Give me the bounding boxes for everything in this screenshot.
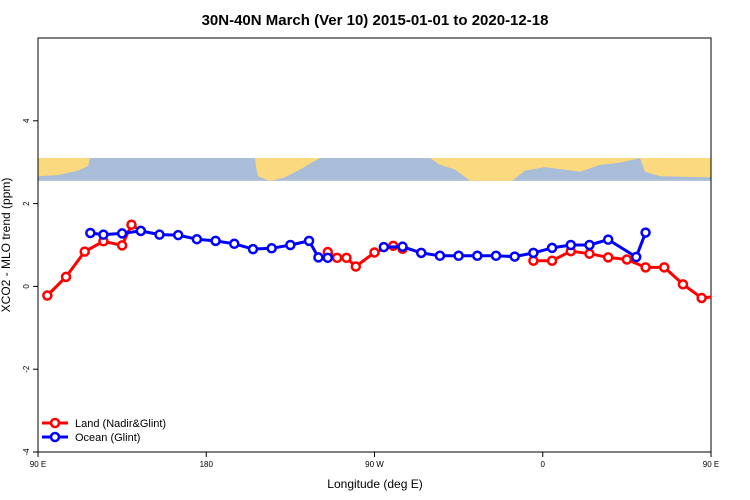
data-point	[154, 229, 165, 240]
data-point	[172, 229, 184, 241]
data-point	[735, 273, 743, 281]
data-point	[247, 243, 259, 255]
x-tick-label: 90 E	[703, 460, 719, 469]
x-tick-label: 180	[200, 460, 214, 469]
chart-title: 30N-40N March (Ver 10) 2015-01-01 to 202…	[202, 12, 549, 29]
y-tick-label: 2	[22, 201, 31, 206]
map-land-americas	[255, 158, 320, 181]
data-point	[415, 247, 427, 259]
data-point	[369, 247, 380, 258]
legend-marker	[49, 431, 61, 443]
data-point	[331, 252, 343, 264]
data-point	[313, 252, 324, 263]
data-point	[696, 292, 707, 304]
y-tick-label: -4	[22, 448, 31, 456]
data-point	[584, 248, 595, 259]
data-point	[621, 254, 633, 265]
data-point	[397, 241, 408, 252]
data-point	[116, 240, 128, 251]
x-tick-label: 90 E	[30, 460, 46, 469]
data-point	[378, 241, 390, 253]
data-point	[210, 235, 221, 247]
data-point	[602, 234, 614, 245]
y-tick-label: 0	[22, 284, 31, 289]
data-point	[229, 238, 240, 250]
series-layer	[42, 219, 743, 304]
data-point	[528, 247, 539, 259]
plot-area	[37, 37, 712, 453]
data-point	[509, 251, 520, 262]
data-point	[116, 228, 128, 239]
data-point	[565, 239, 577, 251]
data-point	[640, 262, 651, 273]
legend-marker	[49, 417, 61, 429]
data-point	[472, 250, 483, 262]
data-point	[60, 271, 72, 283]
data-point	[341, 252, 352, 264]
data-point	[677, 279, 689, 290]
legend-label: Ocean (Glint)	[75, 432, 140, 444]
legend: Land (Nadir&Glint) Ocean (Glint)	[42, 417, 166, 444]
data-point	[546, 255, 558, 266]
data-point	[602, 252, 614, 263]
series-ocean	[85, 225, 651, 264]
y-tick-label: 4	[22, 118, 31, 123]
series-land	[42, 219, 743, 304]
x-tick-label: 90 W	[365, 460, 384, 469]
y-tick-label: -2	[22, 365, 31, 373]
data-point	[659, 262, 670, 273]
data-point	[79, 246, 90, 257]
y-axis: -4 -2 0 2 4	[22, 118, 38, 456]
legend-label: Land (Nadir&Glint)	[75, 418, 166, 430]
data-point	[85, 227, 96, 239]
data-point	[630, 251, 642, 263]
data-point	[98, 229, 109, 240]
data-point	[303, 235, 315, 247]
data-point	[640, 227, 651, 238]
x-axis: 90 E 180 90 W 0 90 E	[30, 452, 719, 469]
x-axis-label: Longitude (deg E)	[327, 477, 422, 491]
x-tick-label: 0	[541, 460, 546, 469]
data-point	[716, 292, 724, 300]
map-land-asia	[38, 158, 90, 177]
data-point	[490, 250, 502, 262]
y-axis-label: XCO2 - MLO trend (ppm)	[0, 178, 13, 313]
data-point	[285, 239, 296, 251]
data-point	[350, 261, 362, 272]
data-point	[322, 252, 334, 264]
world-map-strip	[38, 158, 711, 181]
data-point	[266, 243, 277, 254]
data-point	[135, 225, 147, 237]
data-point	[126, 219, 137, 230]
data-point	[584, 239, 595, 251]
data-point	[42, 290, 53, 301]
data-point	[546, 242, 558, 254]
data-point	[191, 233, 203, 245]
data-point	[453, 250, 464, 262]
map-land-africa-asia	[430, 158, 711, 181]
data-point	[434, 250, 446, 262]
